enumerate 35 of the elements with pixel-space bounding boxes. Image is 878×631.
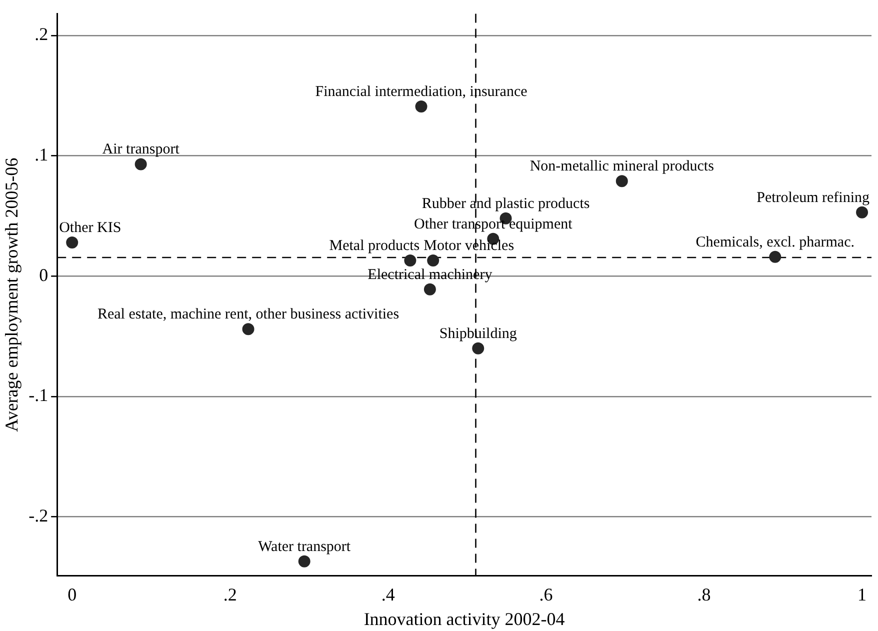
annotation: Other KIS xyxy=(59,220,122,236)
x-tick-label: 0 xyxy=(68,584,77,604)
point xyxy=(415,100,428,112)
x-tick-label: .8 xyxy=(697,584,711,604)
y-tick-label: .1 xyxy=(34,144,48,165)
y-axis-title: Average employment growth 2005-06 xyxy=(2,158,22,432)
point xyxy=(242,323,254,336)
point xyxy=(472,342,484,354)
annotation: Real estate, machine rent, other business activities xyxy=(97,306,400,323)
x-axis-title: Innovation activity 2002-04 xyxy=(364,608,565,629)
y-tick-label: -.2 xyxy=(28,506,48,526)
y-tick-label: .2 xyxy=(34,24,48,44)
point xyxy=(424,283,436,296)
point xyxy=(616,175,628,188)
annotation: Air transport xyxy=(102,142,180,158)
x-tick-label: .4 xyxy=(381,584,395,604)
annotation: Non-metallic mineral products xyxy=(530,158,714,175)
point xyxy=(298,555,310,568)
x-tick-label: .2 xyxy=(223,584,237,604)
point xyxy=(404,254,416,267)
point xyxy=(66,236,78,248)
annotation: Electrical machinery xyxy=(368,266,493,283)
point xyxy=(134,158,147,170)
y-tick-label: 0 xyxy=(39,264,48,285)
annotation: Metal products xyxy=(329,238,420,254)
point xyxy=(856,206,868,218)
point xyxy=(769,250,782,263)
x-tick-label: 1 xyxy=(858,584,867,604)
y-tick-label: -.1 xyxy=(28,385,48,406)
annotation: Water transport xyxy=(258,538,352,555)
annotation: Petroleum refining xyxy=(756,190,870,206)
annotation: Rubber and plastic products xyxy=(422,196,590,212)
annotation: Chemicals, excl. pharmac. xyxy=(696,234,854,250)
x-tick-label: .6 xyxy=(539,584,553,604)
point xyxy=(427,254,440,267)
